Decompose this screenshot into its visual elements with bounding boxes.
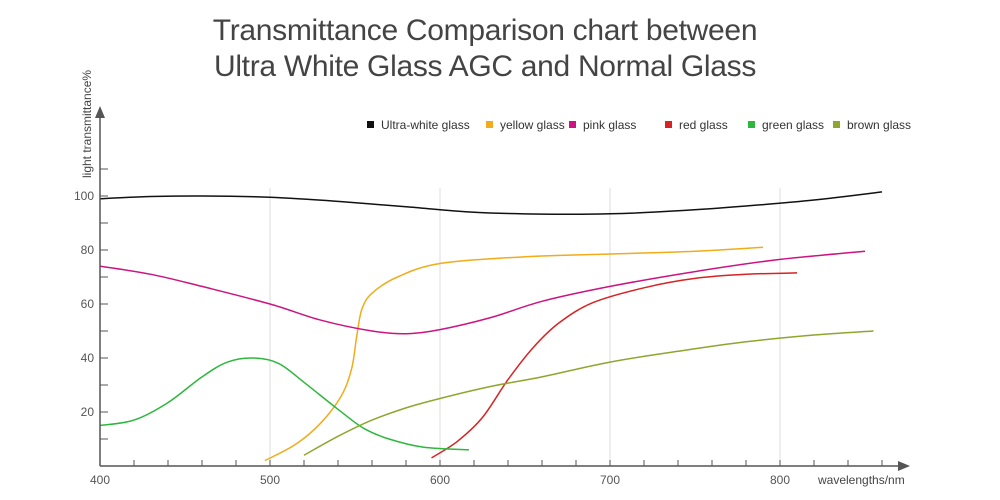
legend-label-5: brown glass bbox=[847, 118, 911, 132]
legend-swatch-0 bbox=[367, 121, 374, 128]
legend-label-2: pink glass bbox=[583, 118, 636, 132]
series-line-1 bbox=[264, 246, 764, 462]
legend-swatch-2 bbox=[569, 121, 576, 128]
y-tick-label: 80 bbox=[81, 243, 95, 257]
series-line-2 bbox=[99, 250, 866, 335]
legend-label-3: red glass bbox=[679, 118, 728, 132]
x-tick-label: 600 bbox=[430, 473, 450, 487]
x-axis-arrow-icon bbox=[898, 461, 910, 471]
series-lines bbox=[99, 191, 883, 462]
y-axis-label: light transmittance% bbox=[80, 70, 94, 178]
series-line-3 bbox=[431, 272, 798, 459]
x-tick-label: 400 bbox=[90, 473, 110, 487]
grid-lines bbox=[269, 188, 781, 466]
y-tick-label: 40 bbox=[81, 351, 95, 365]
x-axis-label: wavelengths/nm bbox=[817, 473, 905, 487]
chart-title-line-2: Ultra White Glass AGC and Normal Glass bbox=[213, 50, 757, 83]
legend-label-4: green glass bbox=[762, 118, 824, 132]
legend-swatch-4 bbox=[748, 121, 755, 128]
ticks: 400 500 600 700 800 20 40 60 80 100 bbox=[74, 168, 883, 487]
legend-label-1: yellow glass bbox=[500, 118, 565, 132]
y-tick-label: 20 bbox=[81, 405, 95, 419]
y-tick-label: 60 bbox=[81, 297, 95, 311]
y-axis-arrow-icon bbox=[95, 106, 105, 118]
x-tick-label: 700 bbox=[600, 473, 620, 487]
y-tick-label: 100 bbox=[74, 189, 94, 203]
legend-swatch-3 bbox=[665, 121, 672, 128]
legend-swatch-5 bbox=[833, 121, 840, 128]
x-tick-label: 500 bbox=[260, 473, 280, 487]
x-tick-label: 800 bbox=[770, 473, 790, 487]
series-line-4 bbox=[99, 357, 469, 451]
chart-title-line-1: Transmittance Comparison chart between bbox=[212, 14, 758, 47]
axes bbox=[95, 106, 910, 471]
legend: Ultra-white glass yellow glass pink glass r… bbox=[367, 118, 911, 132]
series-line-0 bbox=[99, 191, 883, 216]
series-line-5 bbox=[303, 330, 874, 456]
legend-label-0: Ultra-white glass bbox=[381, 118, 470, 132]
legend-swatch-1 bbox=[486, 121, 493, 128]
